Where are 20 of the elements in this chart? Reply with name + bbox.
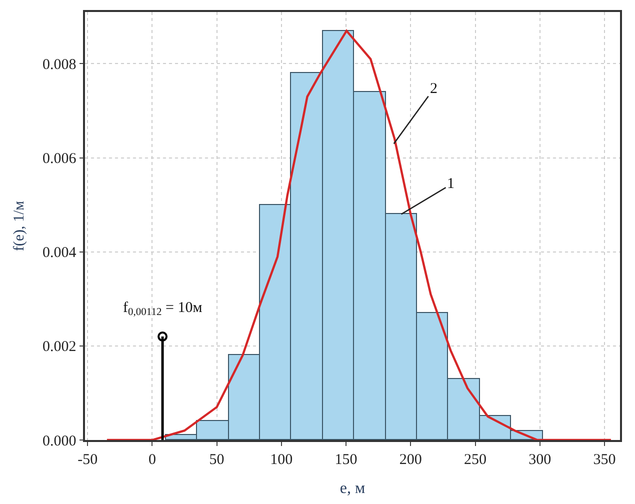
x-tick-label: 200: [399, 452, 422, 468]
x-tick-label: -50: [78, 452, 98, 468]
x-tick-label: 0: [148, 452, 156, 468]
y-tick-label: 0.004: [42, 245, 77, 262]
x-axis-title: e, м: [340, 480, 366, 497]
line-series: [106, 30, 612, 440]
y-axis-title: f(e), 1/м: [11, 200, 28, 252]
y-tick-label: 0.002: [42, 339, 76, 356]
x-tick-label: 50: [209, 452, 224, 468]
y-tick-label: 0.006: [42, 151, 77, 168]
x-tick-label: 150: [334, 452, 358, 468]
annotation: 1: [447, 176, 454, 192]
x-tick-label: 300: [528, 452, 552, 468]
x-tick-label: 100: [270, 452, 293, 468]
x-tick-label: 350: [593, 452, 616, 468]
y-tick-label: 0.008: [42, 56, 76, 73]
x-tick-label: 250: [464, 452, 487, 468]
annotation: f$_{0,00112}$ = 10м: [123, 300, 203, 318]
y-tick-label: 0.000: [42, 433, 76, 450]
annotation: 2: [430, 81, 438, 97]
